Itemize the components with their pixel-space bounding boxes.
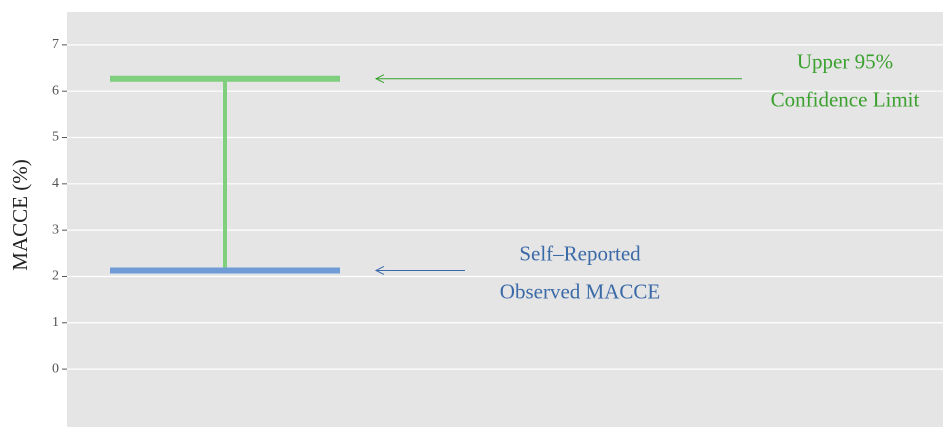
- y-tick-label: 7: [52, 37, 59, 52]
- panel: [67, 12, 943, 427]
- annotation: Upper 95%: [797, 50, 893, 74]
- arrow-head: [374, 266, 385, 275]
- y-tick-label: 2: [52, 269, 59, 284]
- y-tick-label: 3: [52, 222, 59, 237]
- annotation: Self–Reported: [519, 241, 641, 265]
- arrow-head: [374, 74, 385, 84]
- y-tick-label: 5: [52, 130, 59, 145]
- y-tick-label: 6: [52, 83, 59, 98]
- annotation: Confidence Limit: [771, 88, 920, 112]
- y-tick-label: 1: [52, 315, 59, 330]
- y-tick-label: 4: [52, 176, 59, 191]
- annotation: Observed MACCE: [500, 279, 660, 303]
- y-tick-label: 0: [52, 361, 59, 376]
- y-axis-label: MACCE (%): [8, 159, 32, 270]
